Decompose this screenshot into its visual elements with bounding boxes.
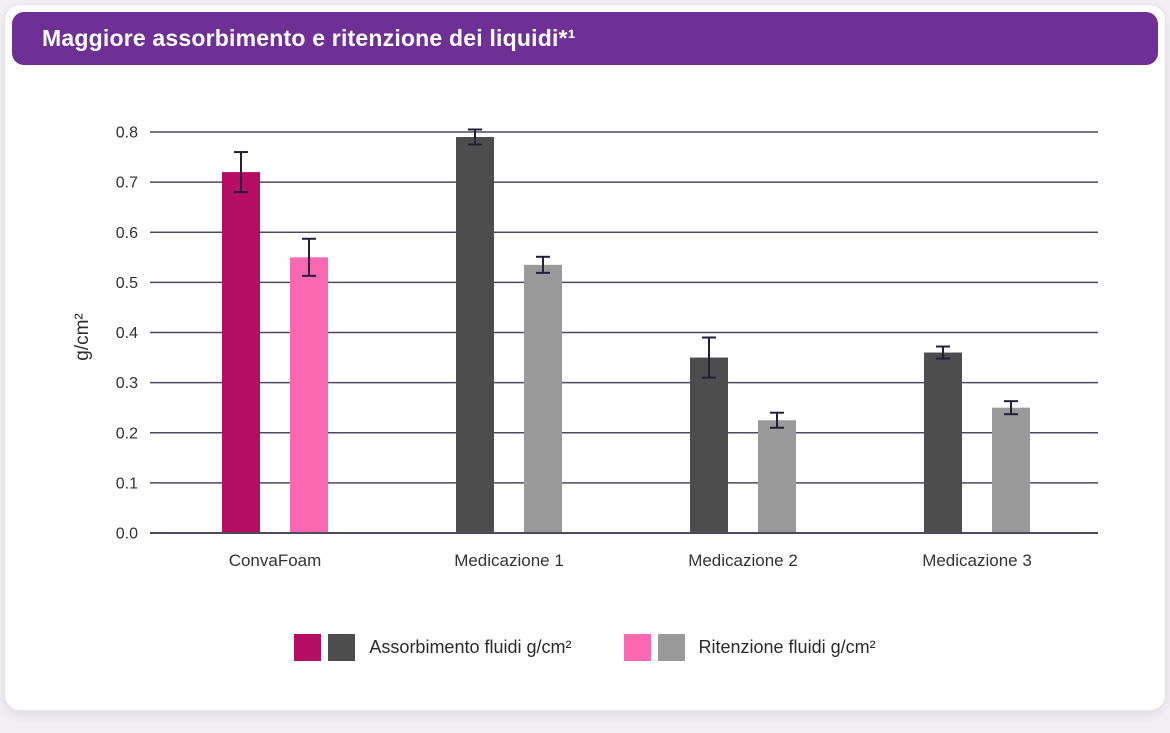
x-category-label-2: Medicazione 2 bbox=[688, 551, 798, 570]
error-bar-ritenzione-3 bbox=[1004, 400, 1018, 416]
title-banner: Maggiore assorbimento e ritenzione dei l… bbox=[12, 12, 1158, 65]
legend-label-assorbimento: Assorbimento fluidi g/cm² bbox=[369, 637, 572, 657]
x-category-label-0: ConvaFoam bbox=[229, 551, 322, 570]
y-tick-label: 0.8 bbox=[116, 125, 138, 142]
y-tick-label: 0.5 bbox=[116, 275, 138, 292]
y-tick-label: 0.2 bbox=[116, 425, 138, 442]
y-tick-label: 0.1 bbox=[116, 475, 138, 492]
bar-assorbimento-1 bbox=[456, 137, 494, 533]
bar-chart: 0.0 0.1 0.2 0.3 0.4 0.5 0.6 0.7 0.8 ConvaFoam Medi… bbox=[116, 125, 1098, 570]
y-tick-label: 0.6 bbox=[116, 225, 138, 242]
x-category-label-3: Medicazione 3 bbox=[922, 551, 1032, 570]
error-bar-ritenzione-1 bbox=[536, 255, 550, 274]
chart-title: Maggiore assorbimento e ritenzione dei l… bbox=[42, 25, 576, 51]
bar-ritenzione-2 bbox=[758, 420, 796, 533]
x-category-label-1: Medicazione 1 bbox=[454, 551, 564, 570]
legend-swatch-medicazioni-assorbimento bbox=[328, 634, 356, 661]
y-tick-label: 0.7 bbox=[116, 175, 138, 192]
bar-assorbimento-2 bbox=[690, 357, 728, 533]
bar-assorbimento-3 bbox=[924, 352, 962, 533]
bar-ritenzione-3 bbox=[992, 407, 1030, 533]
legend-item-ritenzione: Ritenzione fluidi g/cm² bbox=[623, 634, 876, 661]
y-tick-label: 0.4 bbox=[116, 325, 138, 342]
bar-assorbimento-0 bbox=[222, 172, 260, 533]
error-bar-assorbimento-0 bbox=[234, 151, 248, 194]
y-tick-label: 0.3 bbox=[116, 375, 138, 392]
legend-swatch-convafoam-ritenzione bbox=[623, 634, 651, 661]
legend-label-ritenzione: Ritenzione fluidi g/cm² bbox=[698, 637, 876, 657]
chart-legend: Assorbimento fluidi g/cm² Ritenzione flu… bbox=[5, 634, 1165, 661]
bar-ritenzione-0 bbox=[290, 257, 328, 533]
y-tick-label: 0.0 bbox=[116, 526, 138, 543]
error-bar-assorbimento-1 bbox=[468, 128, 482, 146]
legend-swatch-convafoam-assorbimento bbox=[294, 634, 322, 661]
error-bar-ritenzione-0 bbox=[302, 237, 316, 277]
legend-swatch-medicazioni-ritenzione bbox=[657, 634, 685, 661]
error-bar-ritenzione-2 bbox=[770, 411, 784, 429]
bar-ritenzione-1 bbox=[524, 264, 562, 533]
legend-item-assorbimento: Assorbimento fluidi g/cm² bbox=[294, 634, 572, 661]
chart-card: Maggiore assorbimento e ritenzione dei l… bbox=[4, 4, 1166, 711]
error-bar-assorbimento-3 bbox=[936, 345, 950, 360]
error-bar-assorbimento-2 bbox=[702, 336, 716, 379]
